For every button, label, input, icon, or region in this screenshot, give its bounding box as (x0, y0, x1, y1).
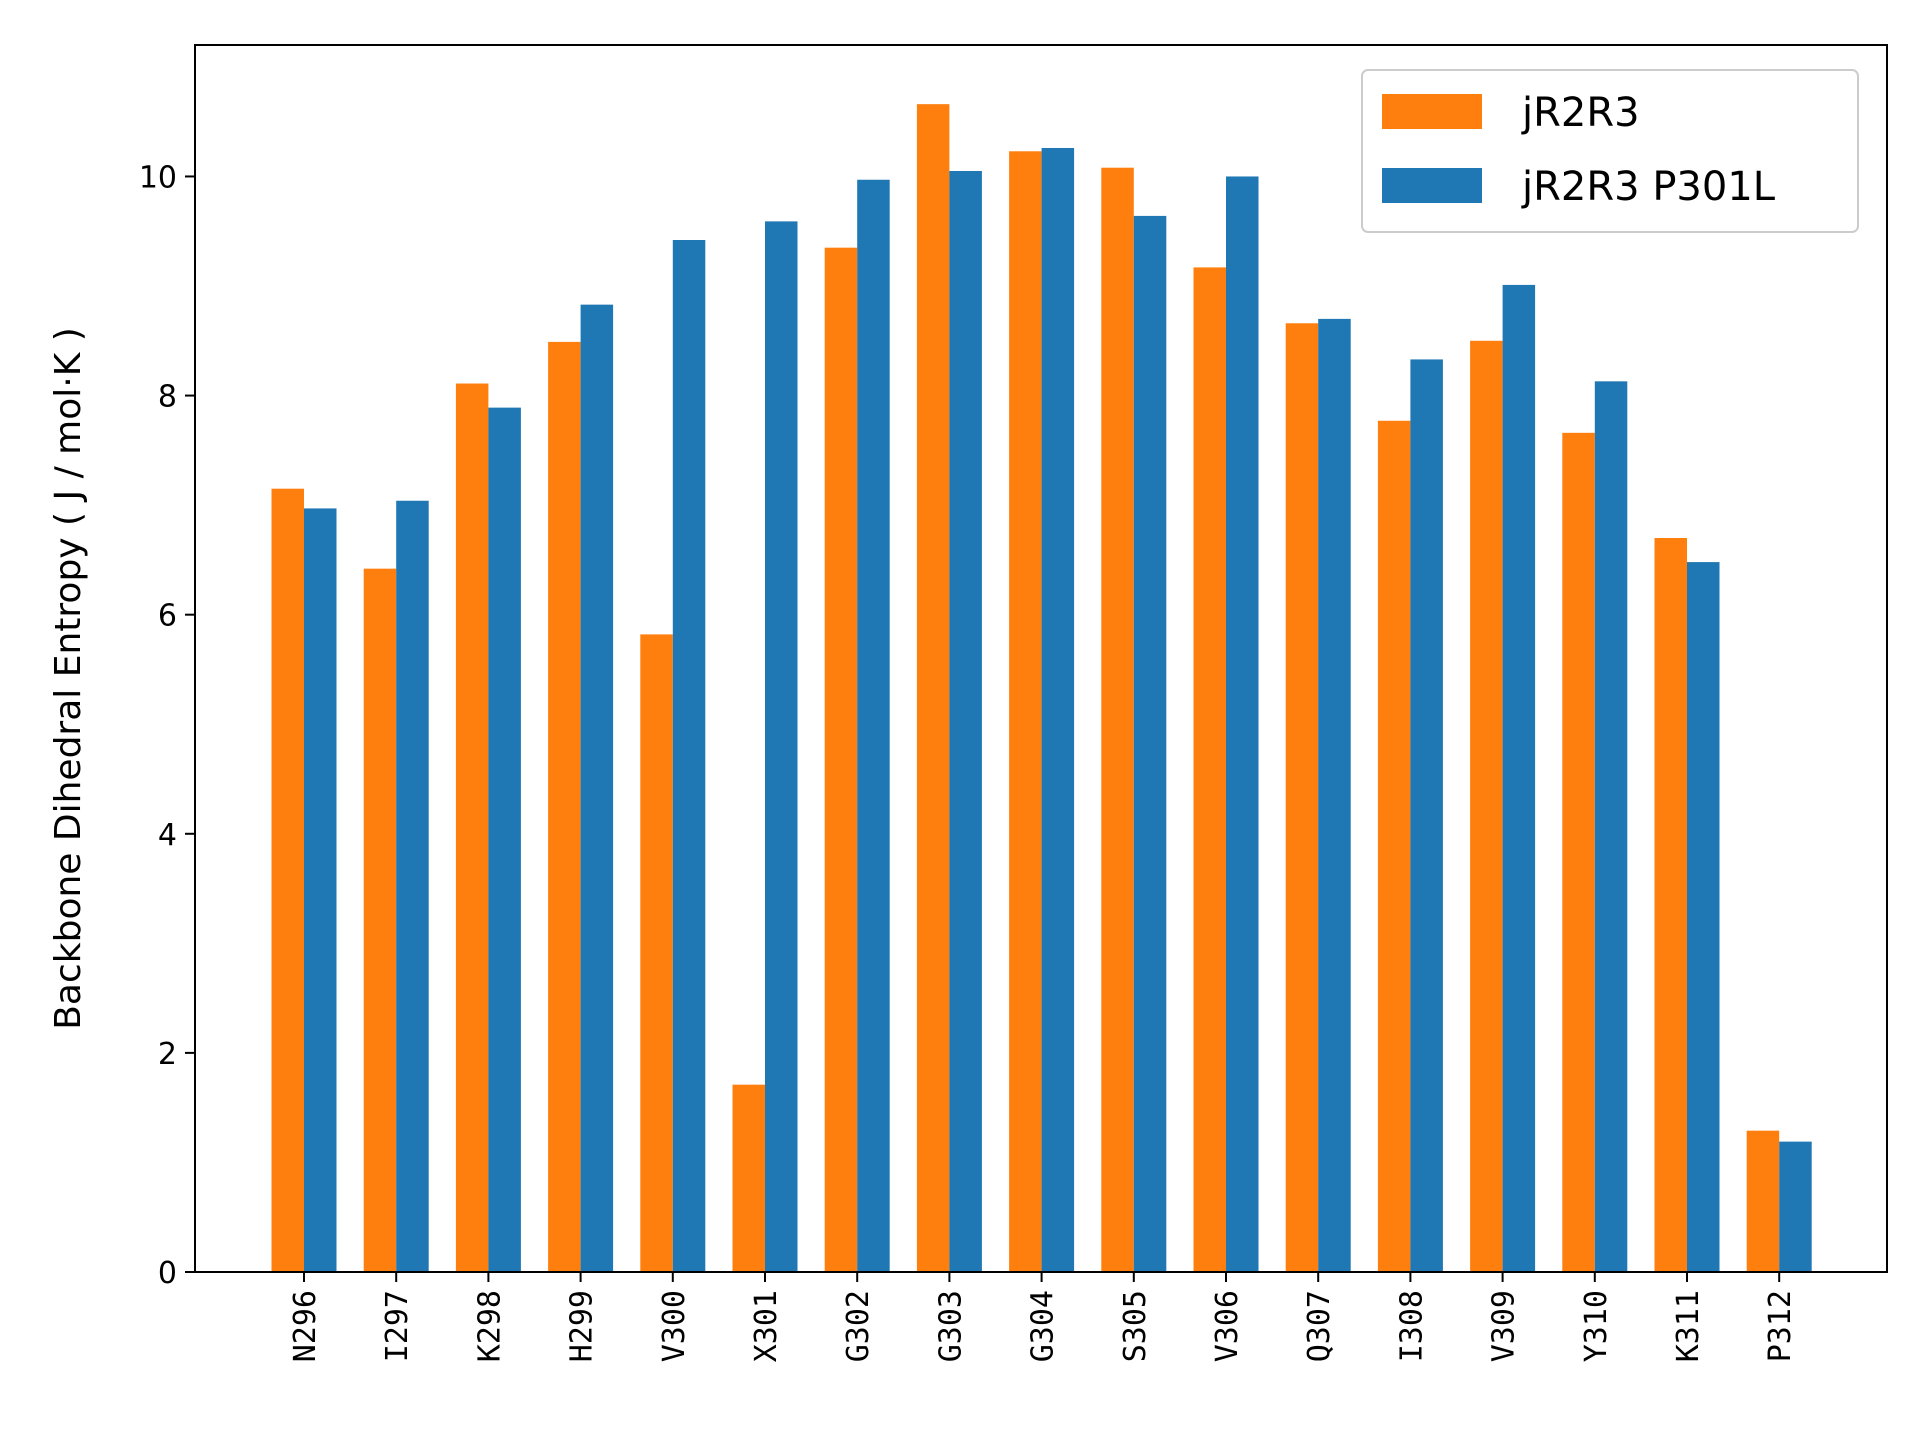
bar-series-0-i308 (1377, 420, 1411, 1272)
bar-series-0-v309 (1470, 340, 1503, 1272)
bar-series-1-y310 (1594, 381, 1628, 1272)
bar-series-0-v306 (1193, 267, 1226, 1272)
x-tick-label: I297 (380, 1290, 415, 1362)
bar-series-0-i297 (363, 568, 397, 1272)
x-tick-label: X301 (749, 1290, 784, 1362)
bar-series-0-h299 (548, 341, 581, 1273)
bar-series-1-n296 (304, 508, 337, 1272)
bar-series-1-p312 (1779, 1141, 1812, 1272)
x-tick-label: G303 (933, 1290, 968, 1362)
bar-series-0-v300 (640, 634, 673, 1272)
bar-series-1-i308 (1410, 359, 1443, 1272)
bar-series-1-k298 (488, 407, 521, 1272)
x-tick-label: V309 (1487, 1290, 1522, 1362)
bar-series-0-x301 (732, 1084, 765, 1272)
y-tick-label: 10 (139, 160, 177, 195)
x-tick-label: S305 (1118, 1290, 1153, 1362)
x-tick-label: G302 (841, 1290, 876, 1362)
bar-series-1-x301 (765, 221, 798, 1273)
y-tick-label: 8 (158, 380, 177, 415)
bar-series-1-s305 (1133, 215, 1167, 1272)
legend-swatch-0 (1382, 94, 1482, 129)
x-tick-label: Y310 (1579, 1290, 1614, 1362)
bar-series-0-k298 (455, 383, 489, 1273)
bar-series-1-g302 (857, 179, 890, 1273)
bar-series-1-v300 (672, 240, 706, 1272)
x-tick-label: G304 (1026, 1290, 1061, 1362)
legend-swatch-1 (1382, 168, 1482, 203)
y-tick-label: 6 (158, 599, 177, 634)
bar-series-1-g303 (949, 170, 982, 1273)
bar-series-1-i297 (396, 500, 429, 1272)
y-tick-label: 2 (158, 1037, 177, 1072)
y-tick-label: 4 (158, 818, 177, 853)
bars-layer (271, 104, 1812, 1273)
bar-series-1-h299 (580, 304, 614, 1272)
x-tick-label: K298 (472, 1290, 507, 1362)
legend-box (1361, 69, 1859, 233)
bar-series-1-v309 (1502, 284, 1536, 1272)
bar-series-0-p312 (1746, 1130, 1780, 1272)
bar-series-1-q307 (1318, 318, 1351, 1273)
bar-series-0-k311 (1654, 537, 1687, 1272)
legend-label-0: jR2R3 (1521, 90, 1640, 136)
bar-series-0-n296 (271, 488, 304, 1272)
x-tick-label: N296 (288, 1290, 323, 1362)
y-tick-label: 0 (158, 1256, 177, 1291)
x-tick-label: P312 (1763, 1290, 1798, 1362)
bar-series-0-y310 (1562, 432, 1595, 1272)
x-tick-label: V300 (657, 1290, 692, 1362)
x-tick-label: K311 (1671, 1290, 1706, 1362)
x-tick-label: V306 (1210, 1290, 1245, 1362)
bar-series-0-g304 (1009, 151, 1042, 1272)
bar-series-0-g303 (916, 104, 950, 1272)
bar-series-1-k311 (1687, 562, 1720, 1272)
x-tick-label: I308 (1394, 1290, 1429, 1362)
bar-series-0-s305 (1101, 167, 1134, 1273)
bar-series-1-g304 (1041, 147, 1075, 1273)
x-axis: N296 I297 K298 H299 V300 X301 G302 G303 G304 S305… (288, 1272, 1798, 1362)
plot-frame (194, 44, 1888, 1273)
legend-label-1: jR2R3 P301L (1521, 164, 1776, 210)
bar-series-0-q307 (1285, 323, 1319, 1272)
x-tick-label: Q307 (1302, 1290, 1337, 1362)
bar-series-0-g302 (824, 247, 858, 1273)
y-axis-label: Backbone Dihedral Entropy ( J / mol·K ) (48, 327, 89, 1030)
legend: jR2R3 jR2R3 P301L (1361, 69, 1859, 233)
x-tick-label: H299 (565, 1290, 600, 1362)
bar-series-1-v306 (1226, 176, 1259, 1273)
y-axis: 0 2 4 6 8 10 (139, 160, 195, 1291)
